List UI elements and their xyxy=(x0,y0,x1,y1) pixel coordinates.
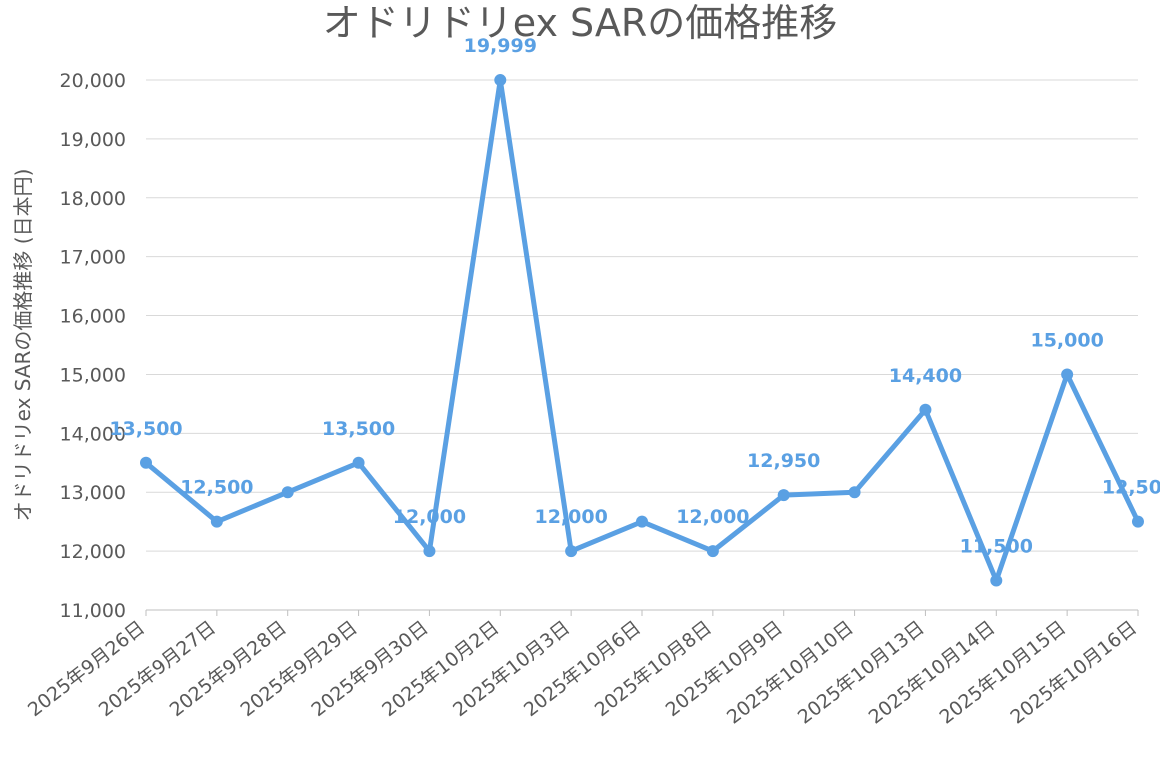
x-tick-label: 2025年10月16日 xyxy=(1006,617,1141,729)
x-tick-label: 2025年10月2日 xyxy=(378,617,503,722)
data-label: 12,000 xyxy=(393,506,466,528)
y-tick-label: 11,000 xyxy=(60,600,126,622)
data-point xyxy=(990,574,1003,587)
data-label: 14,400 xyxy=(889,365,962,387)
y-tick-label: 18,000 xyxy=(60,188,126,210)
data-point xyxy=(140,456,152,469)
x-tick-label: 2025年9月26日 xyxy=(24,617,149,722)
x-tick-label: 2025年10月10日 xyxy=(723,617,858,729)
data-label: 12,000 xyxy=(534,506,607,528)
x-tick-label: 2025年10月8日 xyxy=(591,617,716,722)
x-tick-label: 2025年10月14日 xyxy=(865,617,1000,729)
y-tick-label: 20,000 xyxy=(60,70,126,92)
series-line xyxy=(143,77,1141,584)
x-tick-label: 2025年9月28日 xyxy=(166,617,291,722)
y-tick-label: 14,000 xyxy=(60,423,126,445)
x-axis-ticks: 2025年9月26日2025年9月27日2025年9月28日2025年9月29日… xyxy=(24,610,1141,729)
x-tick-label: 2025年9月29日 xyxy=(237,617,362,722)
data-point xyxy=(423,545,436,558)
y-tick-label: 16,000 xyxy=(60,306,126,328)
y-tick-label: 17,000 xyxy=(60,247,126,269)
data-label: 15,000 xyxy=(1030,329,1103,351)
price-series xyxy=(140,74,1144,587)
data-point xyxy=(352,456,365,469)
x-tick-label: 2025年9月30日 xyxy=(307,617,432,722)
data-label: 12,50 xyxy=(1102,477,1160,499)
data-label: 12,000 xyxy=(676,506,749,528)
data-point xyxy=(494,74,507,87)
x-tick-label: 2025年10月6日 xyxy=(520,617,645,722)
y-axis-label: オドリドリex SARの価格推移 (日本円) xyxy=(11,169,35,522)
data-point xyxy=(210,515,223,528)
x-tick-label: 2025年10月13日 xyxy=(794,617,929,729)
data-labels: 13,500 12,500 13,500 12,000 19,999 12,000 12,0… xyxy=(109,35,1160,557)
data-label: 12,500 xyxy=(180,477,253,499)
gridlines xyxy=(146,79,1138,611)
y-tick-label: 15,000 xyxy=(60,364,126,386)
data-label: 12,950 xyxy=(747,450,820,472)
data-point xyxy=(848,486,861,499)
x-tick-label: 2025年10月15日 xyxy=(936,617,1071,729)
data-label: 13,500 xyxy=(109,418,182,440)
data-point xyxy=(565,545,578,558)
data-point xyxy=(706,545,719,558)
y-axis-ticks: 11,000 12,000 13,000 14,000 15,000 16,000 17,0… xyxy=(60,70,126,622)
data-label: 13,500 xyxy=(322,418,395,440)
x-tick-label: 2025年10月3日 xyxy=(449,617,574,722)
data-point xyxy=(281,486,294,499)
x-tick-label: 2025年10月9日 xyxy=(662,617,787,722)
data-point xyxy=(1061,368,1074,381)
data-point xyxy=(919,403,932,416)
y-tick-label: 12,000 xyxy=(60,541,126,563)
data-point xyxy=(1132,515,1144,528)
data-point xyxy=(777,489,790,502)
data-label: 11,500 xyxy=(960,536,1033,558)
data-label: 19,999 xyxy=(464,35,537,57)
data-point xyxy=(636,515,648,528)
chart-title: オドリドリex SARの価格推移 xyxy=(323,1,838,45)
y-tick-label: 13,000 xyxy=(60,482,126,504)
x-tick-label: 2025年9月27日 xyxy=(95,617,220,722)
y-tick-label: 19,000 xyxy=(60,129,126,151)
